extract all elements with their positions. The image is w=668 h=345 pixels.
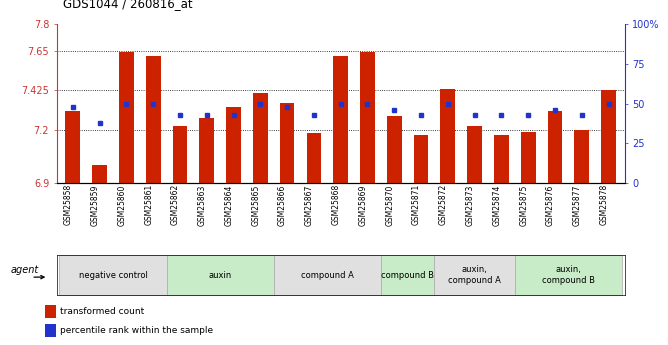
Bar — [200, 118, 214, 183]
Bar — [440, 89, 455, 183]
Text: GSM25866: GSM25866 — [278, 184, 287, 226]
Text: GSM25868: GSM25868 — [332, 184, 341, 226]
Text: GSM25871: GSM25871 — [412, 184, 421, 226]
Bar — [521, 132, 536, 183]
Text: GSM25872: GSM25872 — [439, 184, 448, 226]
Text: GDS1044 / 260816_at: GDS1044 / 260816_at — [63, 0, 193, 10]
Bar — [387, 116, 401, 183]
Text: GSM25867: GSM25867 — [305, 184, 314, 226]
Bar — [494, 135, 509, 183]
Text: auxin,
compound B: auxin, compound B — [542, 265, 595, 285]
Text: GSM25864: GSM25864 — [224, 184, 234, 226]
Bar — [172, 126, 187, 183]
Text: GSM25860: GSM25860 — [118, 184, 126, 226]
Bar — [381, 255, 434, 295]
Bar — [360, 52, 375, 183]
Text: GSM25861: GSM25861 — [144, 184, 153, 226]
Bar — [253, 93, 268, 183]
Bar — [274, 255, 381, 295]
Bar — [333, 56, 348, 183]
Bar — [65, 110, 80, 183]
Bar — [307, 134, 321, 183]
Bar — [413, 135, 428, 183]
Text: GSM25878: GSM25878 — [599, 184, 609, 226]
Bar — [515, 255, 622, 295]
Text: GSM25858: GSM25858 — [64, 184, 73, 226]
Text: transformed count: transformed count — [60, 307, 144, 316]
Text: GSM25865: GSM25865 — [251, 184, 261, 226]
Text: GSM25877: GSM25877 — [572, 184, 582, 226]
Text: GSM25863: GSM25863 — [198, 184, 207, 226]
Text: GSM25862: GSM25862 — [171, 184, 180, 226]
Bar — [434, 255, 515, 295]
Bar — [119, 52, 134, 183]
Text: negative control: negative control — [79, 270, 148, 280]
Text: GSM25869: GSM25869 — [359, 184, 367, 226]
Text: agent: agent — [10, 265, 39, 275]
Bar — [467, 126, 482, 183]
Text: percentile rank within the sample: percentile rank within the sample — [60, 326, 214, 335]
Text: auxin: auxin — [208, 270, 232, 280]
Bar — [92, 165, 107, 183]
Bar — [45, 324, 55, 337]
Bar — [574, 130, 589, 183]
Bar — [59, 255, 166, 295]
Bar — [548, 110, 562, 183]
Bar — [45, 305, 55, 318]
Bar — [166, 255, 274, 295]
Text: GSM25876: GSM25876 — [546, 184, 555, 226]
Text: compound B: compound B — [381, 270, 434, 280]
Bar — [146, 56, 160, 183]
Bar — [601, 90, 616, 183]
Text: GSM25859: GSM25859 — [91, 184, 100, 226]
Text: GSM25870: GSM25870 — [385, 184, 394, 226]
Text: GSM25875: GSM25875 — [519, 184, 528, 226]
Text: compound A: compound A — [301, 270, 354, 280]
Text: GSM25874: GSM25874 — [492, 184, 502, 226]
Bar — [280, 104, 295, 183]
Text: GSM25873: GSM25873 — [466, 184, 474, 226]
Text: auxin,
compound A: auxin, compound A — [448, 265, 501, 285]
Bar — [226, 107, 241, 183]
